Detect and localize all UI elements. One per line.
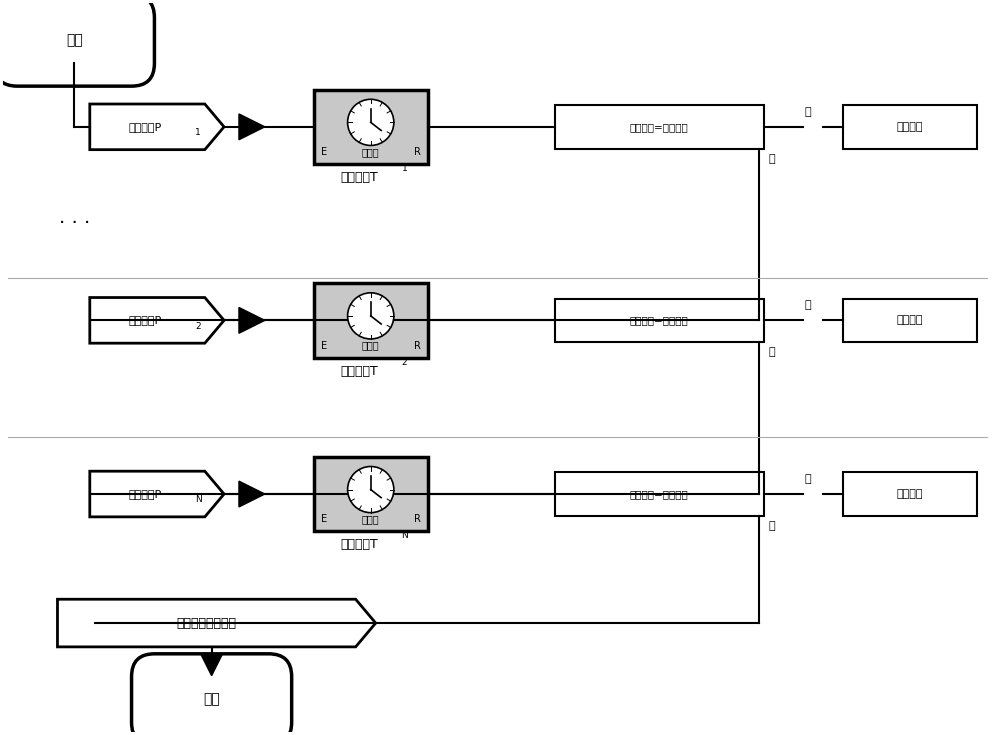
Polygon shape [90,104,224,150]
Text: 是: 是 [805,301,812,310]
Text: 需求开度=实际开度: 需求开度=实际开度 [630,315,688,326]
Bar [314,457,428,531]
Bar [555,472,764,516]
Text: E: E [321,340,327,351]
Bar [314,283,428,357]
Text: 计时器: 计时器 [362,147,380,157]
Text: 2: 2 [402,357,407,367]
Text: 计时器: 计时器 [362,514,380,524]
Text: 计时器: 计时器 [362,340,380,351]
Text: N: N [401,531,408,540]
Text: 给定频率P: 给定频率P [128,489,162,499]
Text: 结果正常: 结果正常 [897,489,923,499]
Polygon shape [239,307,265,333]
Text: R: R [414,147,421,157]
Text: 否: 否 [769,347,775,357]
Bar [843,298,977,343]
Text: 是: 是 [805,474,812,484]
FancyBboxPatch shape [132,654,292,735]
Polygon shape [57,599,376,647]
Circle shape [348,467,394,512]
Circle shape [348,99,394,146]
Text: 是: 是 [805,107,812,117]
Text: 2: 2 [195,322,201,331]
Text: E: E [321,147,327,157]
Text: R: R [414,514,421,524]
Text: 否: 否 [769,521,775,531]
Polygon shape [239,481,265,507]
Bar [843,472,977,516]
Polygon shape [90,298,224,343]
Text: 需求开度=实际开度: 需求开度=实际开度 [630,122,688,132]
Text: 输出喷嘴损坏指令: 输出喷嘴损坏指令 [177,617,237,630]
Text: 结束: 结束 [203,692,220,706]
Text: 设定时间T: 设定时间T [340,365,378,378]
Text: 结果正常: 结果正常 [897,122,923,132]
Text: 给定频率P: 给定频率P [128,315,162,326]
Circle shape [348,293,394,339]
FancyBboxPatch shape [0,0,154,86]
Text: 给定频率P: 给定频率P [128,122,162,132]
Text: 结果正常: 结果正常 [897,315,923,326]
Polygon shape [239,114,265,140]
Bar [314,90,428,164]
Text: E: E [321,514,327,524]
Text: N: N [195,495,202,504]
Text: R: R [414,340,421,351]
Text: 否: 否 [769,154,775,164]
Text: · · ·: · · · [59,214,90,233]
Text: 设定时间T: 设定时间T [340,538,378,551]
Text: 1: 1 [402,164,407,173]
Bar [555,298,764,343]
Text: 需求开度=实际开度: 需求开度=实际开度 [630,489,688,499]
Text: 设定时间T: 设定时间T [340,171,378,184]
Text: 开始: 开始 [66,34,83,48]
Polygon shape [90,471,224,517]
Bar [843,105,977,148]
Bar [555,105,764,148]
Text: 1: 1 [195,129,201,137]
Polygon shape [201,654,223,675]
